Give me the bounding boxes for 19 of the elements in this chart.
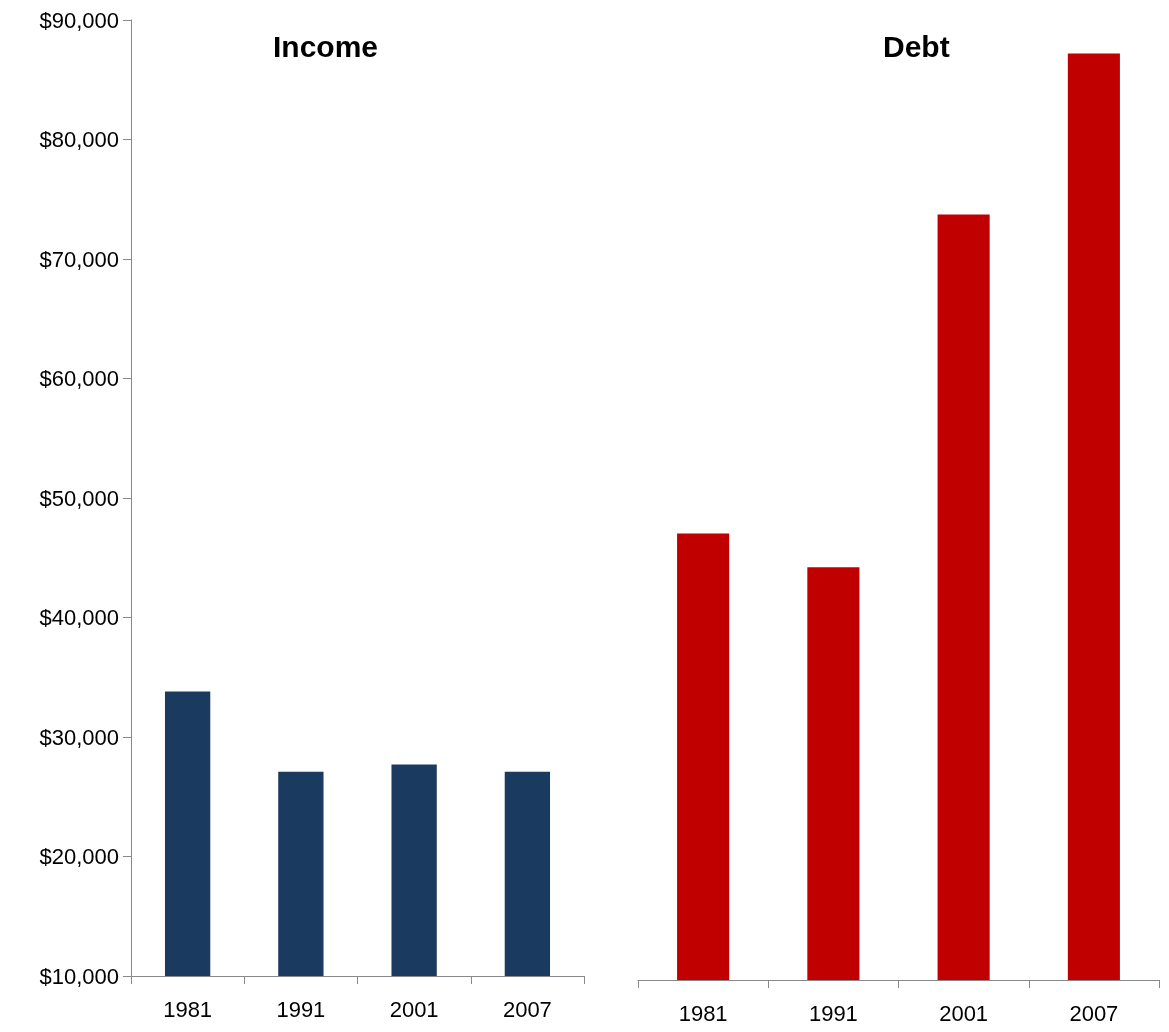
y-tick-label: $60,000 — [39, 366, 119, 391]
y-tick-label: $30,000 — [39, 724, 119, 750]
x-tick-label: 2007 — [1069, 1000, 1119, 1026]
y-tick-label: $40,000 — [39, 605, 119, 630]
y-tick-label: $90,000 — [39, 7, 119, 33]
x-tick-label: 2007 — [502, 996, 552, 1022]
x-tick-label: 1981 — [163, 996, 213, 1022]
y-tick-label: $80,000 — [39, 127, 119, 152]
x-tick-label: 1991 — [808, 1000, 858, 1026]
y-tick-label: $70,000 — [39, 246, 119, 272]
chart-title: Debt — [883, 29, 950, 63]
y-tick-label: $10,000 — [39, 963, 119, 989]
y-tick-label: $50,000 — [39, 485, 119, 511]
y-tick-label: $20,000 — [39, 844, 119, 869]
x-tick-label: 1981 — [678, 1000, 728, 1026]
x-tick-label: 2001 — [939, 1000, 989, 1026]
x-tick-label: 1991 — [276, 996, 326, 1022]
x-tick-label: 2001 — [389, 996, 439, 1022]
chart-title: Income — [273, 29, 379, 63]
